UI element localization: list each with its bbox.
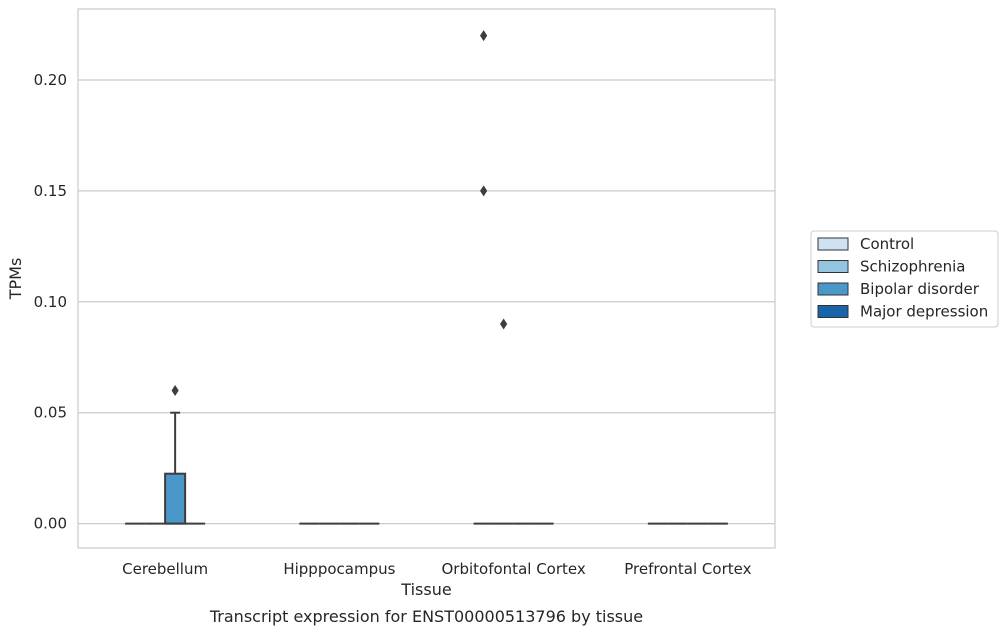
outlier-point <box>480 30 488 42</box>
y-tick-label: 0.05 <box>34 404 67 422</box>
y-tick-label: 0.20 <box>34 71 67 89</box>
y-tick-label: 0.00 <box>34 515 67 533</box>
x-tick-labels: Cerebellum Hipppocampus Orbitofontal Corte… <box>122 560 751 578</box>
legend-frame <box>810 230 999 328</box>
y-tick-labels: 0.00 0.05 0.10 0.15 0.20 <box>34 71 67 533</box>
plot-area-frame <box>77 8 776 549</box>
x-axis-title: Tissue <box>400 580 451 599</box>
box-bipolar-disorder <box>164 385 187 525</box>
boxes <box>125 30 728 525</box>
iqr-box <box>164 472 187 525</box>
legend-label: Control <box>860 235 914 253</box>
box-schizophrenia <box>493 318 514 525</box>
gridlines <box>78 79 775 525</box>
legend-label: Major depression <box>860 303 988 321</box>
x-tick-label: Cerebellum <box>122 560 208 578</box>
chart-caption: Transcript expression for ENST0000051379… <box>209 607 643 626</box>
x-tick-label: Prefrontal Cortex <box>624 560 751 578</box>
x-tick-label: Orbitofontal Cortex <box>442 560 586 578</box>
outlier-point <box>171 385 179 397</box>
y-tick-label: 0.10 <box>34 293 67 311</box>
box-control <box>473 30 494 525</box>
legend-swatch <box>817 305 849 318</box>
y-tick-label: 0.15 <box>34 182 67 200</box>
y-axis-title: TPMs <box>6 258 25 301</box>
legend-swatch <box>817 237 849 251</box>
outlier-point <box>500 318 508 330</box>
legend: Control Schizophrenia Bipolar disorder Majo… <box>810 230 999 328</box>
legend-swatch <box>817 260 849 273</box>
outlier-point <box>480 185 488 197</box>
x-tick-label: Hipppocampus <box>283 560 395 578</box>
legend-swatch <box>817 282 849 296</box>
legend-label: Schizophrenia <box>860 258 965 276</box>
legend-label: Bipolar disorder <box>860 280 980 298</box>
